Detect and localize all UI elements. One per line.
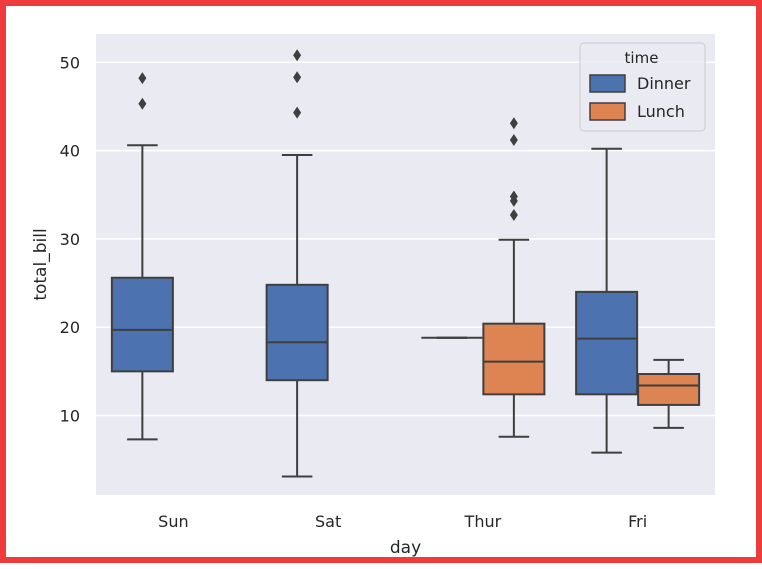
outlier-point — [509, 117, 518, 130]
legend-swatch-lunch — [589, 102, 626, 121]
outlier-point — [293, 49, 302, 62]
y-tick-label: 20 — [60, 318, 80, 337]
outlier-point — [138, 97, 147, 110]
x-tick-label: Sun — [158, 512, 188, 531]
x-tick-label: Fri — [628, 512, 647, 531]
outlier-point — [509, 133, 518, 146]
legend[interactable]: time Dinner Lunch — [579, 42, 706, 132]
outlier-point — [293, 106, 302, 119]
boxes-layer — [110, 49, 701, 478]
box-iqr — [637, 373, 701, 406]
y-tick-label: 30 — [60, 230, 80, 249]
boxplot-chart: 10 20 30 40 50 Sun Sat Thur Fri day total_bill t… — [31, 34, 715, 558]
box-lunch-thur — [482, 117, 546, 438]
box-dinner-sat — [265, 49, 329, 478]
x-tick-label: Sat — [315, 512, 341, 531]
box-iqr — [265, 283, 329, 382]
y-tick-label: 40 — [60, 142, 80, 161]
outlier-point — [293, 71, 302, 84]
box-iqr — [575, 290, 639, 396]
box-iqr — [482, 322, 546, 396]
outlier-point — [509, 190, 518, 203]
x-tick-label: Thur — [464, 512, 502, 531]
legend-label-lunch: Lunch — [637, 102, 685, 121]
box-lunch-fri — [637, 358, 701, 429]
y-axis-label: total_bill — [31, 228, 51, 300]
y-tick-label: 50 — [60, 53, 80, 72]
box-iqr — [110, 276, 174, 373]
outlier-point — [138, 72, 147, 85]
legend-label-dinner: Dinner — [637, 74, 691, 93]
grid-lines — [96, 61, 715, 417]
x-axis-label: day — [390, 538, 421, 558]
y-tick-label: 10 — [60, 407, 80, 426]
legend-title: time — [625, 49, 659, 67]
legend-swatch-dinner — [589, 74, 626, 93]
box-dinner-sun — [110, 72, 174, 441]
box-dinner-fri — [575, 147, 639, 454]
axes-layer: 10 20 30 40 50 Sun Sat Thur Fri — [60, 53, 648, 531]
outlier-point — [509, 209, 518, 222]
